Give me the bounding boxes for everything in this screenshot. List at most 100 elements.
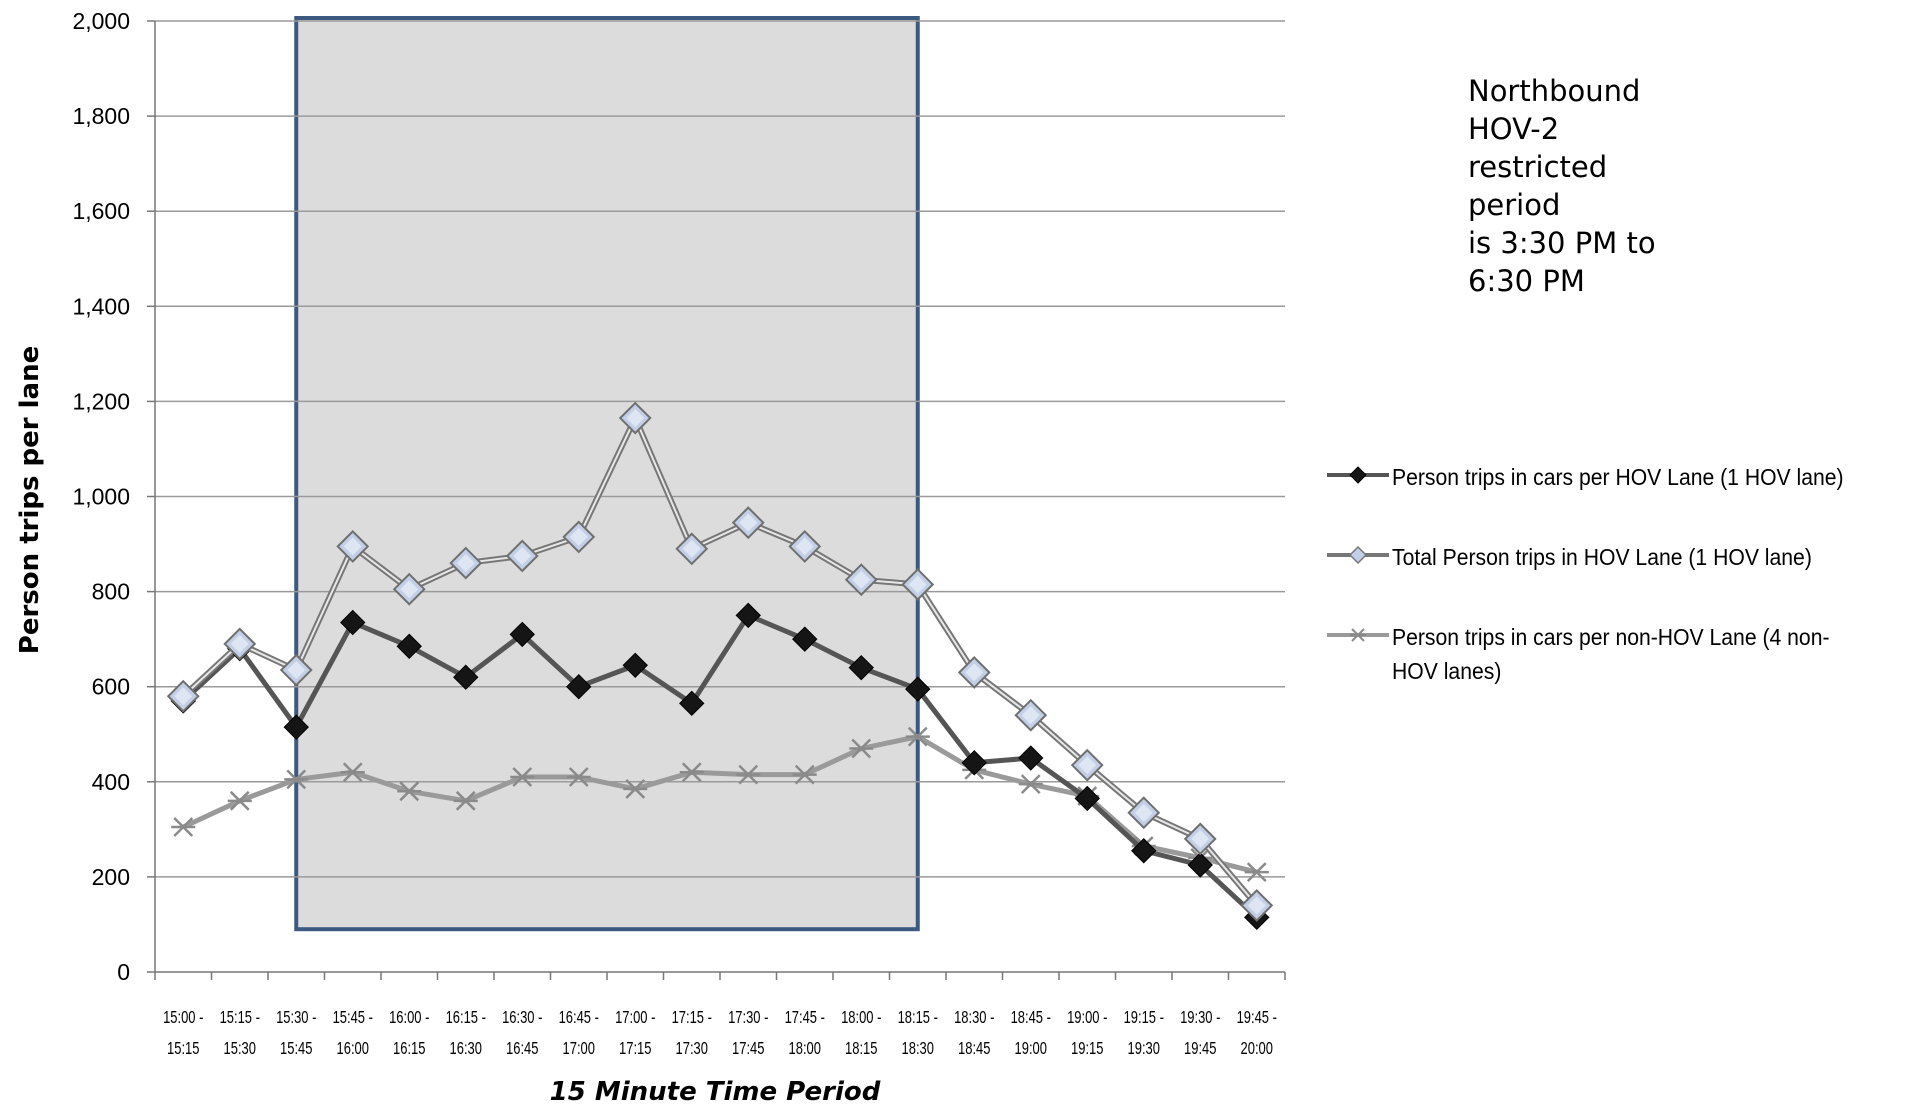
legend-label: Person trips in cars per HOV Lane (1 HOV… bbox=[1392, 464, 1844, 490]
data-point-diamond bbox=[848, 654, 874, 681]
y-tick-label: 1,400 bbox=[72, 293, 130, 319]
y-tick-label: 400 bbox=[92, 769, 130, 795]
data-point-diamond-highlight bbox=[343, 537, 362, 556]
data-point-asterisk bbox=[284, 769, 309, 790]
asterisk-stroke bbox=[512, 767, 533, 787]
x-tick-label: 19:45 - 20:00 bbox=[1237, 1008, 1277, 1059]
x-tick-label-line: 15:15 - bbox=[220, 1008, 260, 1028]
data-point-diamond bbox=[792, 626, 818, 652]
x-tick-label: 19:00 - 19:15 bbox=[1067, 1008, 1107, 1059]
data-point-asterisk bbox=[171, 817, 196, 837]
asterisk-stroke bbox=[455, 790, 476, 811]
series-line bbox=[181, 612, 1259, 920]
data-point-asterisk bbox=[340, 762, 365, 783]
x-tick-label: 15:30 - 15:45 bbox=[276, 1008, 316, 1059]
data-point-diamond-highlight bbox=[1247, 896, 1266, 915]
x-tick-label: 15:00 - 15:15 bbox=[163, 1008, 203, 1059]
note-line: 6:30 PM bbox=[1468, 264, 1585, 298]
x-tick-label-line: 19:45 bbox=[1184, 1039, 1217, 1059]
data-point-diamond-highlight bbox=[852, 570, 871, 589]
x-tick-label: 16:30 - 16:45 bbox=[502, 1008, 542, 1059]
x-tick-label: 18:45 - 19:00 bbox=[1011, 1008, 1051, 1059]
data-point-asterisk bbox=[1018, 774, 1043, 795]
data-point-asterisk bbox=[397, 781, 422, 802]
asterisk-stroke bbox=[738, 764, 759, 785]
asterisk-stroke bbox=[1246, 862, 1267, 883]
asterisk-stroke bbox=[342, 762, 363, 783]
x-tick-label-line: 17:45 - bbox=[785, 1008, 825, 1028]
axes bbox=[154, 21, 1286, 980]
data-point-diamond-highlight bbox=[174, 687, 193, 706]
asterisk-stroke bbox=[286, 769, 307, 790]
asterisk-stroke bbox=[681, 762, 702, 783]
asterisk-stroke bbox=[399, 781, 420, 802]
data-point-diamond-highlight bbox=[1078, 756, 1097, 775]
legend-label: Total Person trips in HOV Lane (1 HOV la… bbox=[1392, 544, 1812, 570]
data-point-diamond bbox=[1074, 785, 1100, 812]
x-tick-label-line: 17:15 - bbox=[672, 1008, 712, 1028]
y-tick-label: 1,800 bbox=[72, 103, 130, 129]
data-point-diamond bbox=[509, 621, 535, 648]
x-tick-label: 16:00 - 16:15 bbox=[389, 1008, 429, 1059]
data-point-asterisk bbox=[679, 762, 704, 783]
note-line: Northbound bbox=[1468, 74, 1641, 108]
data-point-diamond bbox=[566, 673, 592, 700]
legend-label: Person trips in cars per non-HOV Lane (4… bbox=[1392, 624, 1830, 684]
x-tick-label-line: 16:00 - bbox=[389, 1008, 429, 1028]
x-tick-label-line: 18:00 bbox=[789, 1039, 822, 1059]
x-tick-label-line: 17:30 - bbox=[728, 1008, 768, 1028]
x-axis-tick-labels: 15:00 - 15:15 15:15 - 15:30 15:30 - 15:45 15:4… bbox=[163, 1008, 1277, 1059]
series-hov-cars bbox=[170, 602, 1270, 931]
data-point-diamond-highlight bbox=[908, 575, 927, 594]
data-point-diamond-highlight bbox=[965, 663, 984, 682]
x-tick-label-line: 16:15 bbox=[393, 1039, 426, 1059]
x-tick-label-line: 18:45 bbox=[958, 1039, 991, 1059]
x-tick-label-line: 17:45 bbox=[732, 1039, 765, 1059]
x-tick-label: 18:15 - 18:30 bbox=[898, 1008, 938, 1059]
asterisk-stroke bbox=[568, 767, 589, 787]
note-line: HOV-2 bbox=[1468, 112, 1560, 146]
gridlines bbox=[147, 20, 1285, 973]
data-point-asterisk bbox=[1244, 862, 1269, 883]
data-point-diamond-highlight bbox=[513, 546, 532, 565]
x-tick-label-line: 19:00 bbox=[1015, 1039, 1048, 1059]
x-tick-label: 15:15 - 15:30 bbox=[220, 1008, 260, 1059]
data-point-asterisk bbox=[792, 764, 817, 785]
asterisk-stroke bbox=[1020, 774, 1041, 795]
x-tick-label-line: 16:00 bbox=[337, 1039, 370, 1059]
y-tick-label: 800 bbox=[92, 579, 130, 605]
data-point-asterisk bbox=[736, 764, 761, 785]
x-tick-label-line: 19:30 - bbox=[1180, 1008, 1220, 1028]
x-tick-label-line: 18:00 - bbox=[841, 1008, 881, 1028]
data-point-asterisk bbox=[227, 790, 252, 811]
x-tick-label: 17:00 - 17:15 bbox=[615, 1008, 655, 1059]
x-tick-label: 17:30 - 17:45 bbox=[728, 1008, 768, 1059]
legend-item-hov-total: Total Person trips in HOV Lane (1 HOV la… bbox=[1327, 540, 1897, 620]
y-tick-label: 1,600 bbox=[72, 198, 130, 224]
data-point-diamond bbox=[1018, 745, 1044, 771]
y-tick-label: 1,200 bbox=[72, 388, 130, 414]
x-tick-label-line: 15:45 bbox=[280, 1039, 313, 1059]
data-point-asterisk bbox=[623, 779, 648, 799]
x-tick-label-line: 18:15 - bbox=[898, 1008, 938, 1028]
data-point-diamond bbox=[453, 664, 479, 690]
note-line: restricted bbox=[1468, 150, 1608, 184]
asterisk-stroke bbox=[851, 738, 872, 759]
data-point-diamond-highlight bbox=[287, 661, 306, 680]
data-point-diamond-highlight bbox=[1021, 706, 1040, 725]
x-tick-label-line: 16:45 bbox=[506, 1039, 539, 1059]
data-point-diamond-highlight bbox=[456, 554, 475, 573]
data-point-diamond bbox=[1187, 852, 1213, 878]
x-tick-label: 17:45 - 18:00 bbox=[785, 1008, 825, 1059]
y-axis-tick-labels: 0 200 400 600 800 1,000 1,200 1,400 1,600 1,800 2,… bbox=[72, 8, 130, 985]
asterisk-stroke bbox=[907, 726, 928, 747]
x-tick-label-line: 15:30 - bbox=[276, 1008, 316, 1028]
series-hov-total bbox=[166, 401, 1274, 922]
data-point-diamond bbox=[679, 690, 705, 717]
x-tick-label: 18:30 - 18:45 bbox=[954, 1008, 994, 1059]
data-point-diamond-highlight bbox=[230, 634, 249, 653]
data-point-diamond bbox=[961, 750, 987, 776]
x-tick-label-line: 17:30 bbox=[676, 1039, 709, 1059]
data-point-diamond-highlight bbox=[682, 539, 701, 558]
